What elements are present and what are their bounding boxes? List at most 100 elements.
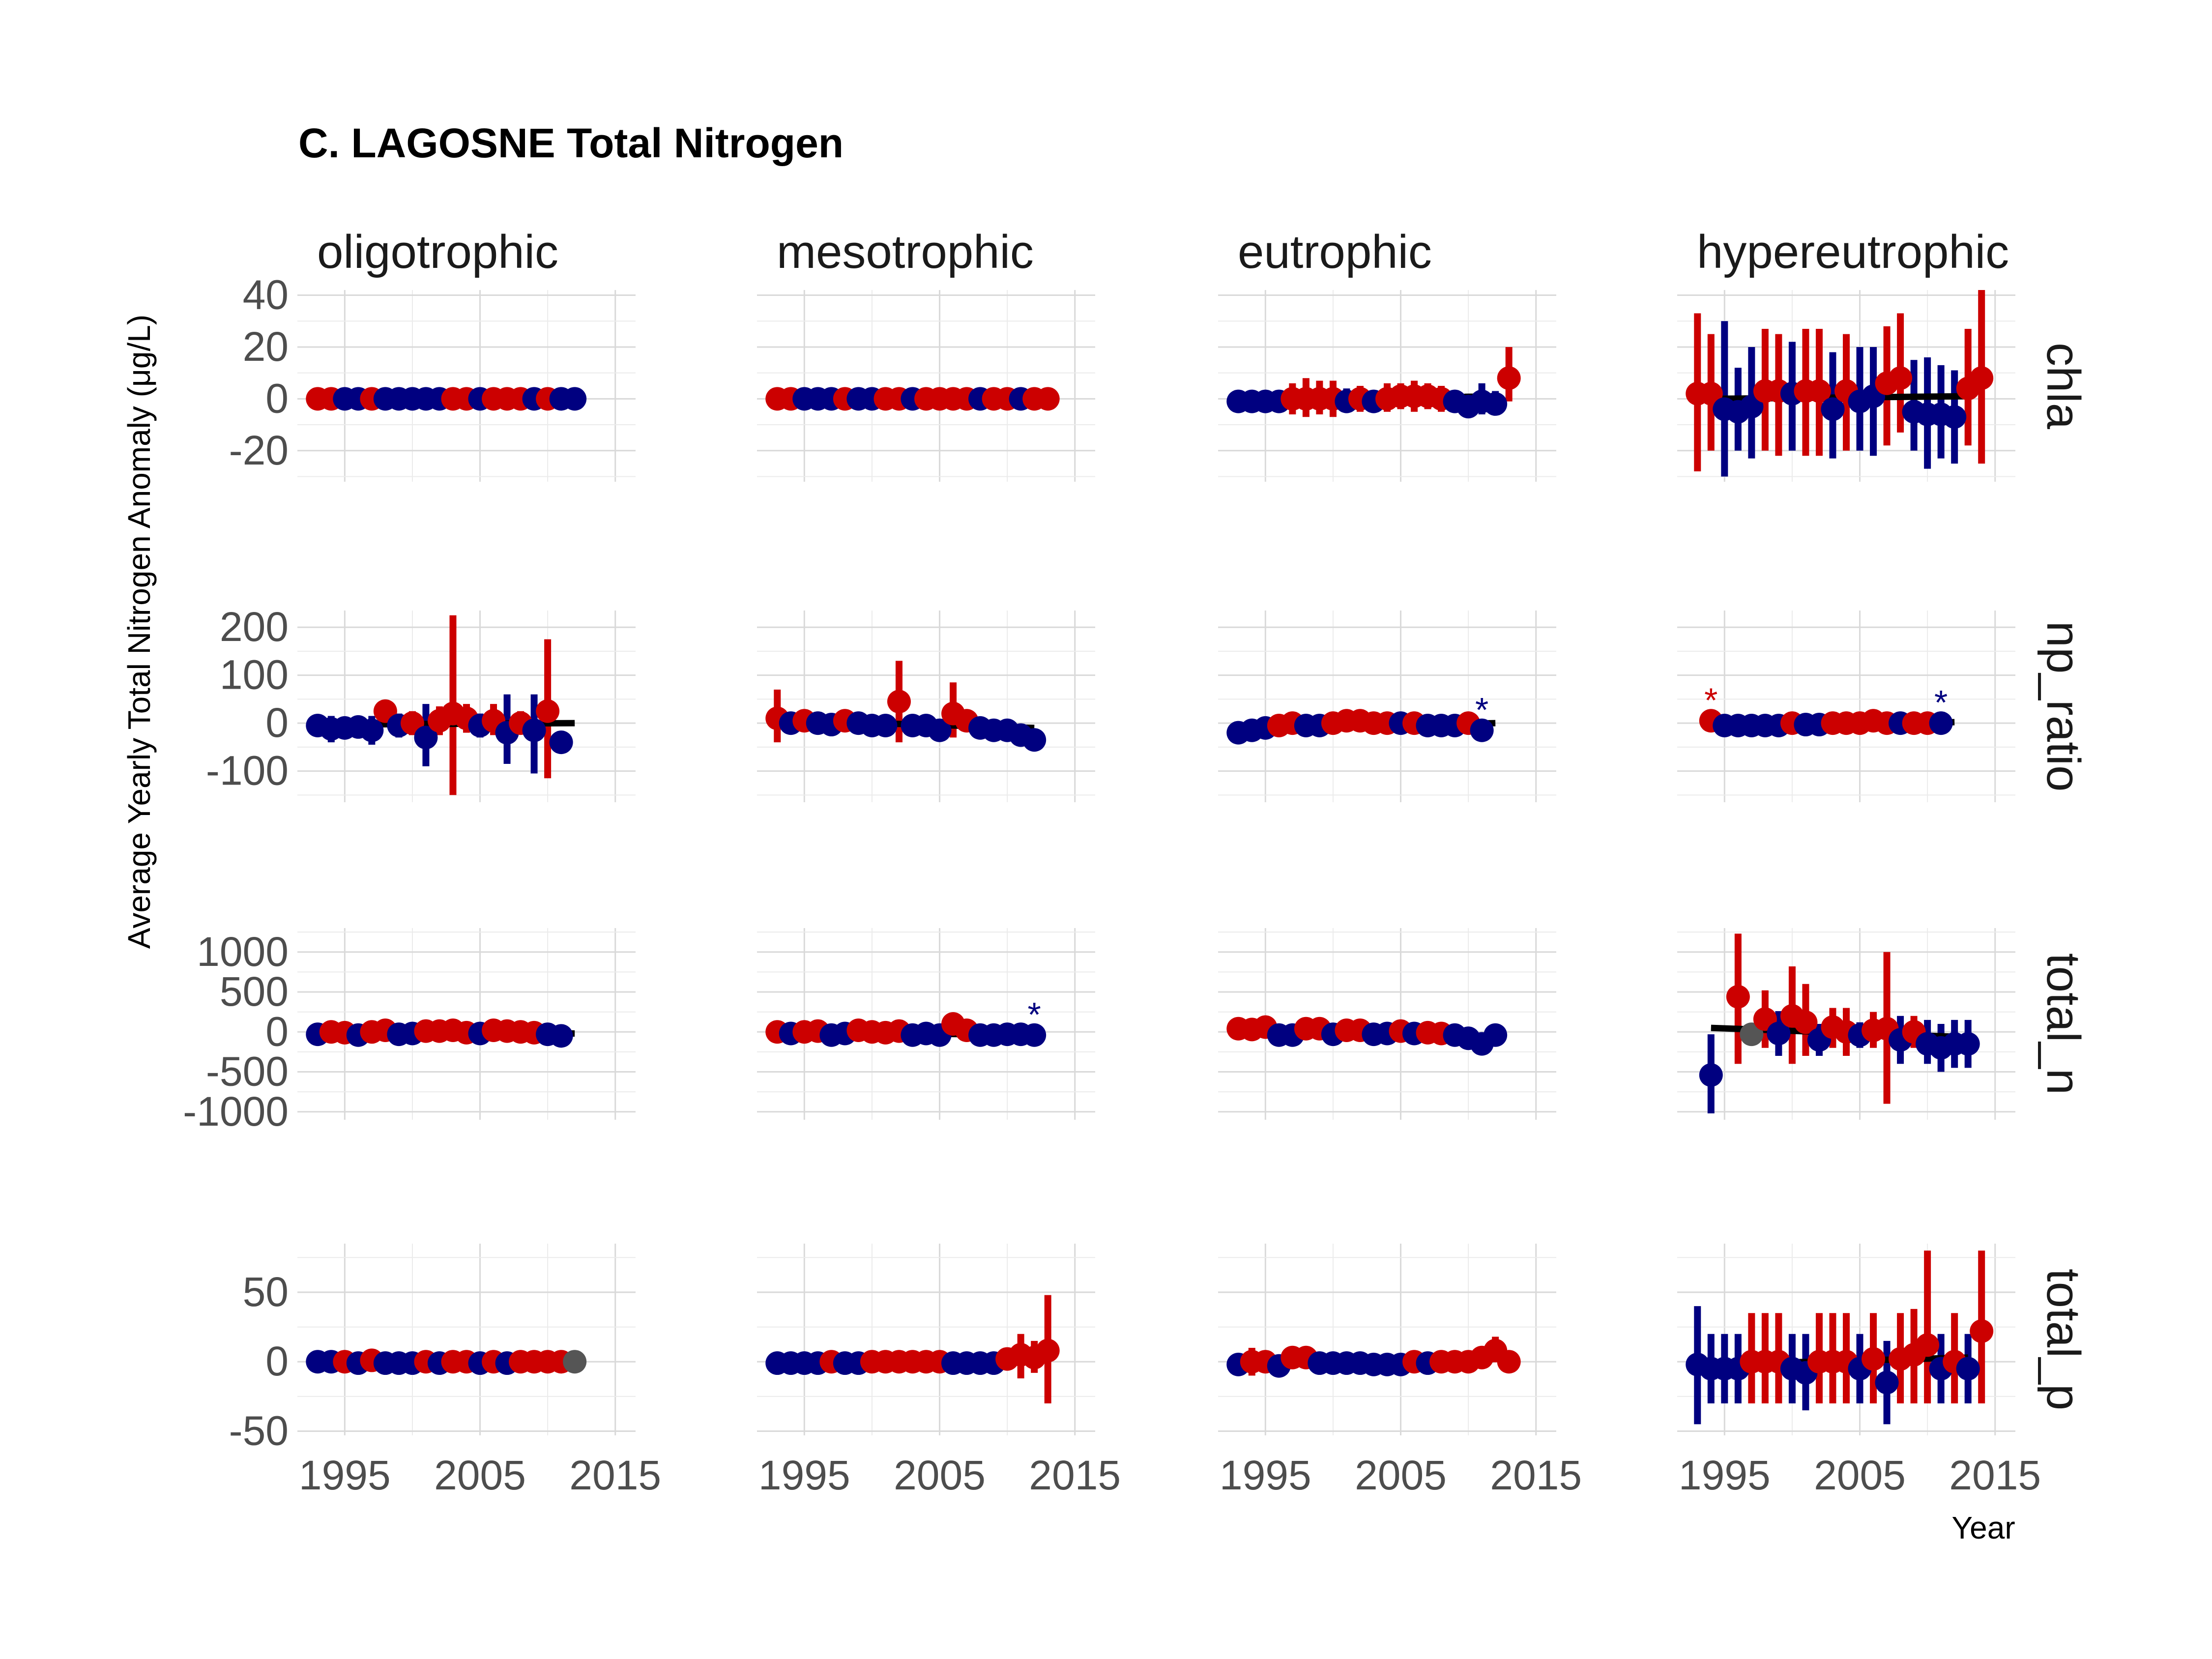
- panels-layer: oligotrophic mesotrophic eutrophic hypereut…: [183, 226, 2090, 1498]
- data-point: [1726, 985, 1750, 1009]
- data-point: [1956, 1032, 1980, 1056]
- data-point: [549, 730, 573, 755]
- y-tick-label: 0: [265, 1008, 289, 1054]
- data-point: [1699, 1063, 1723, 1087]
- x-tick-label: 2005: [1355, 1452, 1447, 1498]
- data-point: [1807, 379, 1831, 403]
- significance-marker: *: [1475, 691, 1488, 729]
- panel-np_ratio-mesotrophic: [757, 611, 1095, 802]
- significance-marker: *: [1704, 681, 1717, 719]
- x-tick-label: 2015: [1029, 1452, 1121, 1498]
- x-tick-label: 2005: [1814, 1452, 1906, 1498]
- y-tick-label: 200: [220, 604, 289, 650]
- x-axis-label: Year: [1951, 1510, 2015, 1545]
- y-axis-label: Average Yearly Total Nitrogen Anomaly (μ…: [121, 315, 157, 949]
- data-point: [563, 387, 587, 411]
- row-strip-label: total_n: [2037, 953, 2090, 1095]
- y-tick-label: 100: [220, 652, 289, 698]
- chart-title: C. LAGOSNE Total Nitrogen: [298, 120, 844, 166]
- data-point: [549, 1024, 573, 1048]
- panel-total_n-hypereutrophic: [1677, 928, 2015, 1120]
- y-tick-label: -500: [206, 1048, 289, 1095]
- data-point: [1862, 1347, 1886, 1371]
- x-tick-label: 2005: [434, 1452, 526, 1498]
- data-point: [873, 714, 898, 737]
- data-point: [928, 718, 952, 742]
- data-point: [1956, 1357, 1980, 1381]
- y-tick-label: 1000: [197, 929, 289, 975]
- data-point: [1794, 1010, 1818, 1034]
- data-point: [1484, 392, 1508, 416]
- column-strip-label: oligotrophic: [317, 226, 558, 278]
- panel-total_p-mesotrophic: 1995 2005 2015: [757, 1244, 1121, 1498]
- x-tick-label: 2015: [569, 1452, 661, 1498]
- significance-marker: *: [1934, 683, 1948, 722]
- data-point: [1889, 366, 1913, 390]
- y-tick-label: -1000: [183, 1088, 289, 1135]
- x-tick-label: 1995: [299, 1452, 391, 1498]
- data-point: [1740, 395, 1764, 419]
- column-strip-label: eutrophic: [1238, 226, 1432, 278]
- data-point: [1740, 1022, 1764, 1047]
- significance-marker: *: [1028, 995, 1041, 1034]
- data-point: [1699, 381, 1723, 406]
- data-point: [1022, 1023, 1047, 1047]
- data-point: [360, 718, 384, 742]
- y-tick-label: 0: [265, 375, 289, 421]
- data-point: [887, 690, 911, 714]
- x-tick-label: 2015: [1949, 1452, 2041, 1498]
- panel-total_p-oligotrophic: -50 0 50 1995 2005 2015: [229, 1244, 661, 1498]
- panel-np_ratio-hypereutrophic: * *: [1677, 611, 2015, 802]
- panel-chla-mesotrophic: [757, 290, 1095, 482]
- data-point: [1036, 1339, 1060, 1363]
- x-tick-label: 1995: [1220, 1452, 1311, 1498]
- panel-total_n-eutrophic: [1218, 928, 1556, 1120]
- panel-chla-hypereutrophic: [1677, 290, 2015, 482]
- column-strip-label: mesotrophic: [777, 226, 1034, 278]
- y-tick-label: 50: [243, 1269, 289, 1315]
- y-tick-label: -50: [229, 1408, 289, 1454]
- data-point: [414, 726, 438, 750]
- data-point: [1036, 387, 1060, 411]
- data-point: [563, 1350, 587, 1374]
- panel-total_n-mesotrophic: *: [757, 928, 1095, 1120]
- data-point: [1497, 366, 1521, 390]
- row-strip-label: chla: [2037, 343, 2090, 430]
- x-tick-label: 2005: [894, 1452, 986, 1498]
- row-strip-label: total_p: [2037, 1269, 2090, 1410]
- data-point: [1767, 1021, 1791, 1046]
- y-tick-label: 0: [265, 699, 289, 746]
- x-tick-label: 1995: [1679, 1452, 1771, 1498]
- panel-chla-eutrophic: [1218, 290, 1556, 482]
- x-tick-label: 1995: [758, 1452, 850, 1498]
- data-point: [522, 718, 546, 742]
- data-point: [1484, 1023, 1508, 1047]
- y-tick-label: 0: [265, 1338, 289, 1384]
- row-strip-label: np_ratio: [2037, 621, 2090, 792]
- column-strip-label: hypereutrophic: [1697, 226, 2009, 278]
- panel-total_p-hypereutrophic: 1995 2005 2015: [1677, 1244, 2041, 1498]
- data-point: [1970, 366, 1994, 390]
- data-point: [1497, 1350, 1521, 1374]
- data-point: [1916, 1333, 1940, 1357]
- panel-chla-oligotrophic: -20 0 20 40: [229, 272, 636, 482]
- data-point: [1875, 1370, 1899, 1395]
- data-point: [1943, 405, 1967, 429]
- data-point: [1929, 711, 1953, 735]
- y-tick-label: 40: [243, 272, 289, 318]
- y-tick-label: 20: [243, 323, 289, 370]
- y-tick-label: -20: [229, 427, 289, 473]
- data-point: [1470, 718, 1494, 742]
- data-point: [1022, 728, 1047, 752]
- x-tick-label: 2015: [1490, 1452, 1582, 1498]
- data-point: [1821, 397, 1845, 421]
- data-point: [1970, 1319, 1994, 1343]
- panel-np_ratio-eutrophic: *: [1218, 611, 1556, 802]
- y-tick-label: -100: [206, 748, 289, 794]
- data-point: [536, 699, 560, 723]
- panel-total_p-eutrophic: 1995 2005 2015: [1218, 1244, 1582, 1498]
- y-tick-label: 500: [220, 968, 289, 1015]
